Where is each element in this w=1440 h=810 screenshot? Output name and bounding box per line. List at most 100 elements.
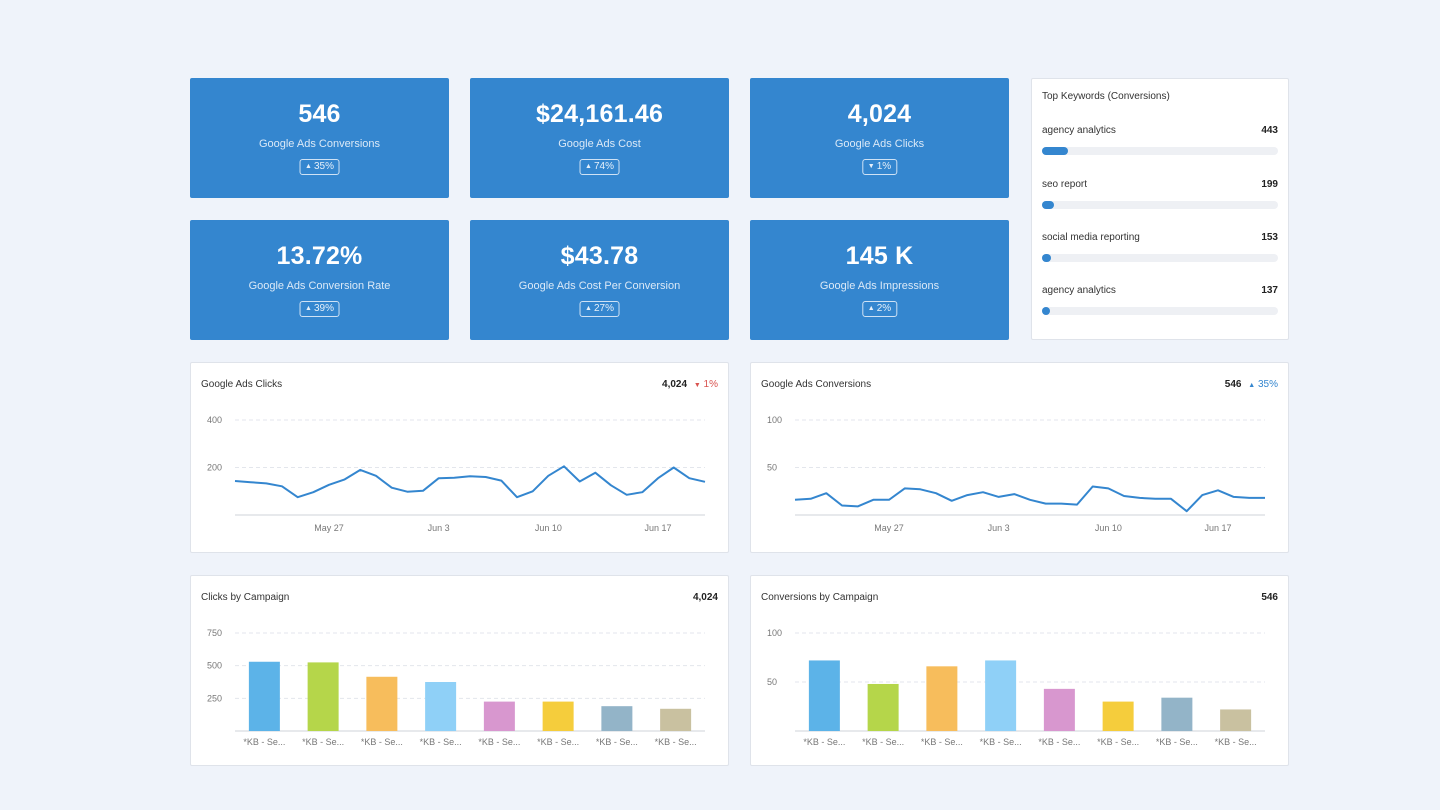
- x-tick-label: *KB - Se...: [1156, 737, 1198, 747]
- kpi-change-value: 1%: [876, 161, 892, 172]
- keyword-count: 137: [1261, 285, 1278, 296]
- kpi-clicks[interactable]: 4,024 Google Ads Clicks ▼ 1%: [750, 78, 1009, 198]
- y-tick-label: 500: [207, 661, 222, 671]
- keyword-bar-track: [1042, 147, 1278, 155]
- panel-title: Clicks by Campaign: [201, 592, 290, 603]
- x-tick-label: Jun 10: [535, 523, 562, 533]
- panel-total: 4,024: [692, 592, 718, 603]
- x-tick-label: Jun 17: [1204, 523, 1231, 533]
- bar: [542, 701, 574, 731]
- keyword-name: agency analytics: [1042, 125, 1116, 136]
- y-tick-label: 50: [767, 463, 777, 473]
- bar-chart: 50 100 *KB - Se... *KB - Se... *KB - Se... *K…: [767, 628, 1265, 747]
- kpi-value: $24,161.46: [535, 100, 664, 128]
- bar: [366, 676, 398, 731]
- kpi-change-badge: ▲ 2%: [861, 301, 898, 317]
- x-tick-label: May 27: [874, 523, 904, 533]
- series-line: [794, 485, 1265, 513]
- kpi-value: 546: [298, 100, 341, 128]
- bar: [926, 666, 958, 731]
- change-indicator: ▲ 35%: [1245, 379, 1278, 390]
- keyword-name: agency analytics: [1042, 285, 1116, 296]
- keyword-bar-fill: [1042, 201, 1054, 209]
- kpi-change-value: 2%: [876, 303, 892, 314]
- triangle-down-icon: ▼: [867, 163, 875, 170]
- bar: [660, 708, 692, 731]
- x-tick-label: Jun 17: [644, 523, 671, 533]
- bar: [1161, 697, 1193, 731]
- x-tick-label: *KB - Se...: [1215, 737, 1257, 747]
- triangle-down-icon: ▼: [693, 382, 701, 389]
- kpi-change-badge: ▼ 1%: [861, 159, 898, 175]
- x-tick-label: *KB - Se...: [980, 737, 1022, 747]
- triangle-up-icon: ▲: [585, 305, 592, 312]
- bar: [1043, 688, 1075, 731]
- y-tick-label: 250: [207, 693, 222, 703]
- keyword-count: 443: [1261, 125, 1278, 136]
- kpi-label: Google Ads Impressions: [819, 280, 940, 292]
- kpi-label: Google Ads Conversions: [258, 138, 381, 150]
- y-tick-label: 100: [767, 628, 782, 638]
- kpi-change-badge: ▲ 35%: [299, 159, 340, 175]
- clicks-line-chart-panel: Google Ads Clicks 4,024 ▼ 1% 200 400 May 2…: [190, 362, 729, 553]
- x-tick-label: *KB - Se...: [803, 737, 845, 747]
- top-keywords-panel: Top Keywords (Conversions) agency analyt…: [1031, 78, 1289, 340]
- y-tick-label: 750: [207, 628, 222, 638]
- x-tick-label: *KB - Se...: [1097, 737, 1139, 747]
- conversions-line-chart-panel: Google Ads Conversions 546 ▲ 35% 50 100 Ma…: [750, 362, 1289, 553]
- x-tick-label: *KB - Se...: [243, 737, 285, 747]
- panel-total: 546 ▲ 35%: [1225, 379, 1278, 390]
- change-value: 1%: [703, 379, 718, 390]
- kpi-change-badge: ▲ 39%: [299, 301, 340, 317]
- x-tick-label: Jun 3: [428, 523, 450, 533]
- triangle-up-icon: ▲: [585, 163, 592, 170]
- y-tick-label: 200: [207, 463, 222, 473]
- keyword-count: 153: [1261, 232, 1278, 243]
- panel-title: Google Ads Conversions: [761, 379, 872, 390]
- kpi-value: 13.72%: [276, 242, 363, 270]
- keyword-bar-fill: [1042, 254, 1052, 262]
- change-value: 35%: [1257, 379, 1278, 390]
- bar: [867, 683, 899, 731]
- x-tick-label: *KB - Se...: [420, 737, 462, 747]
- kpi-impressions[interactable]: 145 K Google Ads Impressions ▲ 2%: [750, 220, 1009, 340]
- x-tick-label: *KB - Se...: [1038, 737, 1080, 747]
- panel-title: Top Keywords (Conversions): [1042, 91, 1170, 102]
- change-indicator: ▼ 1%: [691, 379, 718, 390]
- x-tick-label: *KB - Se...: [302, 737, 344, 747]
- triangle-up-icon: ▲: [305, 163, 312, 170]
- x-tick-label: May 27: [314, 523, 344, 533]
- total-value: 4,024: [662, 379, 688, 390]
- kpi-change-badge: ▲ 27%: [579, 301, 620, 317]
- kpi-label: Google Ads Cost: [558, 138, 641, 150]
- x-tick-label: Jun 3: [988, 523, 1010, 533]
- keyword-bar-track: [1042, 254, 1278, 262]
- y-tick-label: 100: [767, 415, 782, 425]
- x-tick-label: *KB - Se...: [862, 737, 904, 747]
- conversions-by-campaign-panel: Conversions by Campaign 546 50 100 *KB - S…: [750, 575, 1289, 766]
- bar: [1220, 709, 1252, 731]
- bar: [985, 660, 1017, 731]
- panel-title: Conversions by Campaign: [761, 592, 879, 603]
- kpi-cost[interactable]: $24,161.46 Google Ads Cost ▲ 74%: [470, 78, 729, 198]
- keyword-name: social media reporting: [1042, 232, 1140, 243]
- x-tick-label: *KB - Se...: [478, 737, 520, 747]
- x-tick-label: *KB - Se...: [655, 737, 697, 747]
- kpi-value: 145 K: [845, 242, 914, 270]
- kpi-change-value: 39%: [313, 303, 334, 314]
- kpi-conversions[interactable]: 546 Google Ads Conversions ▲ 35%: [190, 78, 449, 198]
- series-line: [234, 465, 706, 499]
- x-tick-label: *KB - Se...: [537, 737, 579, 747]
- kpi-conversion-rate[interactable]: 13.72% Google Ads Conversion Rate ▲ 39%: [190, 220, 449, 340]
- keyword-name: seo report: [1042, 179, 1088, 190]
- kpi-cost-per-conversion[interactable]: $43.78 Google Ads Cost Per Conversion ▲ 2…: [470, 220, 729, 340]
- kpi-label: Google Ads Clicks: [834, 138, 925, 150]
- keyword-bar-track: [1042, 201, 1278, 209]
- kpi-value: $43.78: [560, 242, 639, 270]
- clicks-by-campaign-panel: Clicks by Campaign 4,024 250 500 750 *KB - …: [190, 575, 729, 766]
- kpi-change-value: 27%: [593, 303, 614, 314]
- bar: [601, 706, 633, 731]
- x-tick-label: *KB - Se...: [361, 737, 403, 747]
- panel-title: Google Ads Clicks: [201, 379, 283, 390]
- x-tick-label: *KB - Se...: [921, 737, 963, 747]
